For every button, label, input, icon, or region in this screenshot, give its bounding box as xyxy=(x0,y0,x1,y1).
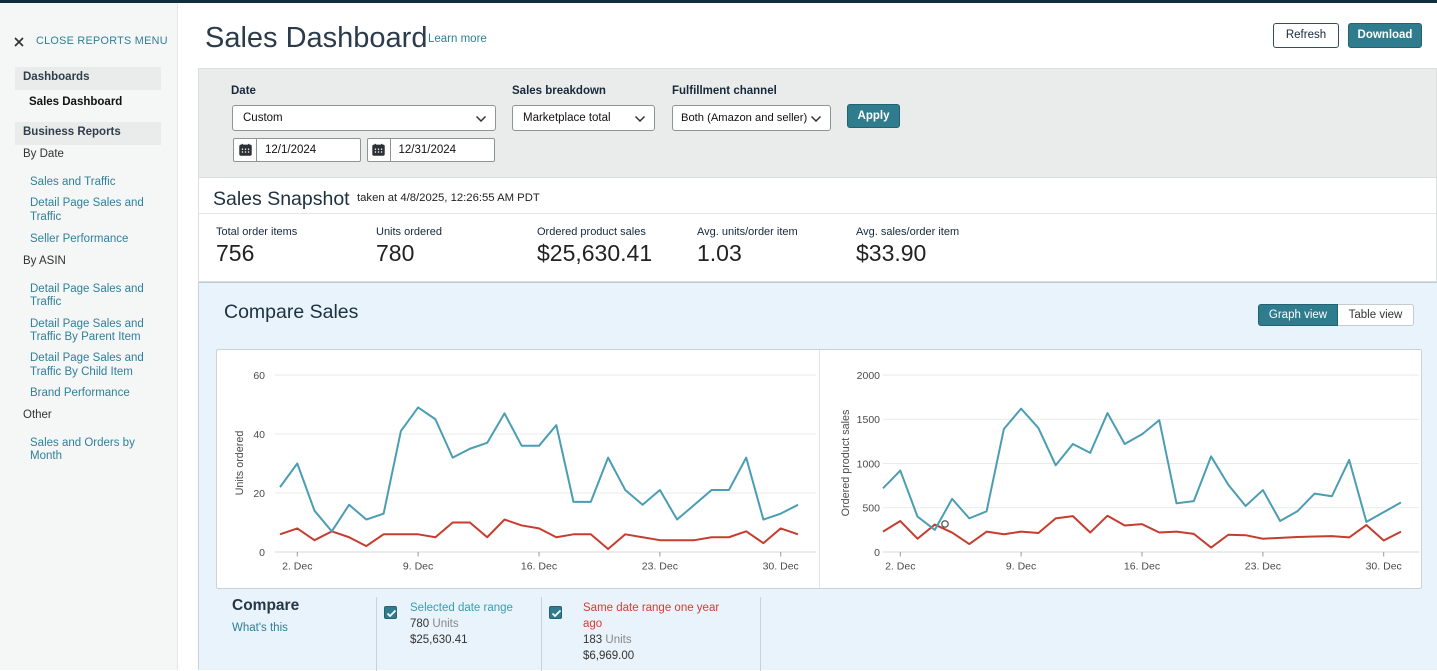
svg-text:9. Dec: 9. Dec xyxy=(403,561,433,573)
svg-text:16. Dec: 16. Dec xyxy=(1124,561,1160,573)
svg-text:30. Dec: 30. Dec xyxy=(763,561,799,573)
svg-text:23. Dec: 23. Dec xyxy=(642,561,678,573)
svg-text:2. Dec: 2. Dec xyxy=(282,561,312,573)
svg-text:20: 20 xyxy=(253,488,265,500)
svg-text:1000: 1000 xyxy=(857,458,881,470)
svg-text:2. Dec: 2. Dec xyxy=(885,561,915,573)
svg-text:0: 0 xyxy=(259,547,265,559)
svg-text:1500: 1500 xyxy=(857,414,881,426)
svg-text:40: 40 xyxy=(253,429,265,441)
svg-text:2000: 2000 xyxy=(857,370,881,382)
svg-text:500: 500 xyxy=(862,503,880,515)
svg-text:9. Dec: 9. Dec xyxy=(1006,561,1036,573)
svg-text:30. Dec: 30. Dec xyxy=(1366,561,1402,573)
svg-text:60: 60 xyxy=(253,370,265,382)
svg-text:Units ordered: Units ordered xyxy=(234,431,246,496)
svg-text:0: 0 xyxy=(874,547,880,559)
svg-text:23. Dec: 23. Dec xyxy=(1245,561,1281,573)
svg-text:Ordered product sales: Ordered product sales xyxy=(840,409,852,516)
svg-text:16. Dec: 16. Dec xyxy=(521,561,557,573)
